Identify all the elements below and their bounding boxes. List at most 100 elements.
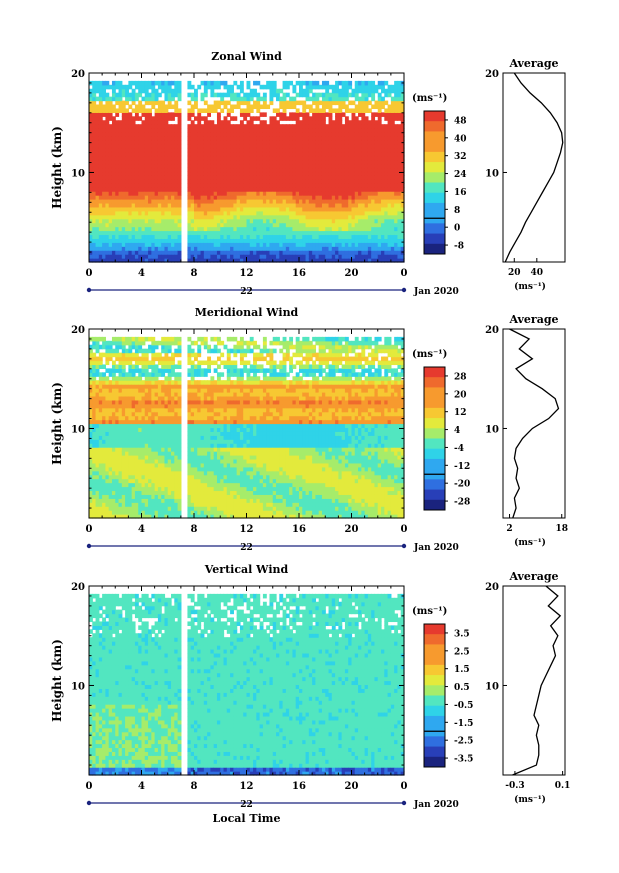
heatmap-cell [89,112,93,117]
heatmap-cell [253,163,257,169]
heatmap-cell [105,167,110,173]
heatmap-cell [141,84,146,90]
heatmap-cell [164,108,169,113]
heatmap-cell [279,132,284,137]
heatmap-cell [174,88,179,94]
heatmap-cell [279,112,284,117]
heatmap-cell [256,136,261,141]
heatmap-cell [98,120,103,125]
heatmap-cell [121,218,126,224]
heatmap-cell [269,96,274,102]
heatmap-cell [98,151,103,157]
heatmap-cell [164,88,169,94]
heatmap-cell [121,92,126,98]
heatmap-cell [230,258,234,263]
heatmap-cell [115,80,120,86]
heatmap-cell [308,214,313,220]
heatmap-cell [230,96,234,102]
colorbar-segment [424,162,445,173]
heatmap-cell [89,171,93,176]
heatmap-cell [325,80,330,86]
heatmap-cell [134,175,139,180]
heatmap-cell [226,84,231,90]
heatmap-cell [243,159,248,165]
heatmap-cell [105,143,110,149]
heatmap-cell [384,100,389,106]
heatmap-cell [164,104,169,110]
heatmap-cell [128,218,133,224]
heatmap-cell [292,206,297,212]
heatmap-cell [253,187,257,192]
heatmap-cell [354,92,359,98]
heatmap-cell [138,136,143,141]
heatmap-cell [171,147,175,153]
heatmap-cell [299,147,303,153]
heatmap-cell [95,368,100,373]
heatmap-cell [305,183,310,188]
heatmap-cell [262,206,267,212]
heatmap-cell [256,246,261,251]
heatmap-cell [148,143,152,149]
heatmap-cell [111,159,116,165]
heatmap-cell [308,179,313,184]
heatmap-cell [299,222,303,228]
heatmap-cells [89,80,405,263]
heatmap-cell [289,191,294,196]
heatmap-cell [125,151,129,157]
heatmap-cell [282,128,287,133]
heatmap-cell [111,187,116,192]
heatmap-cell [269,254,274,259]
heatmap-cell [89,163,93,169]
heatmap-cell [171,80,175,86]
heatmap-cell [157,139,162,145]
heatmap-cell [233,116,238,121]
heatmap-cell [115,147,120,153]
heatmap-cell [141,234,146,239]
heatmap-cell [138,155,143,161]
heatmap-cell [190,143,195,149]
heatmap-cell [230,167,234,173]
heatmap-cell [239,214,244,220]
heatmap-cell [269,202,274,208]
heatmap-cell [256,226,261,232]
heatmap-cell [92,222,97,228]
heatmap-cell [289,242,294,247]
heatmap-cell [108,163,113,169]
heatmap-cell [266,143,271,149]
heatmap-cell [144,139,149,145]
heatmap-cell [259,195,264,200]
heatmap-cell [141,139,146,145]
heatmap-cell [207,202,212,208]
heatmap-cell [92,202,97,208]
heatmap-cell [292,242,297,247]
heatmap-cell [151,88,156,94]
heatmap-cell [292,175,297,180]
heatmap-cell [89,246,93,251]
heatmap-cell [269,214,274,220]
heatmap-cell [92,132,97,137]
heatmap-cell [207,159,212,165]
heatmap-cell [177,179,182,184]
heatmap-cell [164,222,169,228]
heatmap-cell [174,234,179,239]
heatmap-cell [243,167,248,173]
heatmap-cell [226,92,231,98]
heatmap-cell [308,234,313,239]
heatmap-cell [177,159,182,165]
heatmap-cell [118,202,123,208]
heatmap-cell [226,132,231,137]
heatmap-cell [236,210,241,216]
heatmap-cell [138,124,143,129]
heatmap-cell [230,254,234,259]
heatmap-cell [236,159,241,165]
heatmap-cell [154,214,159,220]
heatmap-cell [220,214,225,220]
heatmap-cell [203,124,208,129]
heatmap-cell [213,238,218,243]
heatmap-cell [302,104,307,110]
heatmap-cell [243,206,248,212]
heatmap-cell [138,187,143,192]
heatmap-cell [105,226,110,232]
heatmap-cell [95,143,100,149]
